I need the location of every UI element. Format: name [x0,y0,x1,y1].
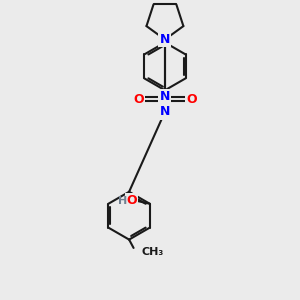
Text: O: O [186,93,196,106]
Text: N: N [160,90,170,103]
Text: N: N [160,33,170,46]
Text: S: S [160,93,169,106]
Text: O: O [127,194,137,207]
Text: CH₃: CH₃ [142,247,164,256]
Text: N: N [160,105,170,118]
Text: O: O [133,93,144,106]
Text: H: H [118,196,127,206]
